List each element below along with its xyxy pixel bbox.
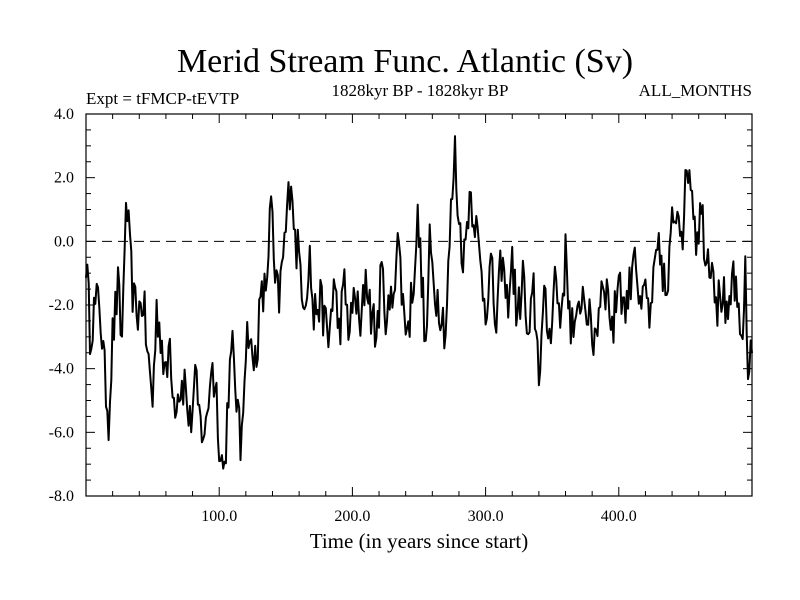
y-tick-label: -8.0	[49, 488, 74, 505]
y-tick-label: 2.0	[54, 170, 74, 187]
plot-frame	[85, 113, 753, 497]
y-tick-label: -6.0	[49, 424, 74, 441]
experiment-label: Expt = tFMCP-tEVTP	[86, 89, 239, 108]
x-tick-label: 200.0	[334, 508, 370, 525]
period-label: 1828kyr BP - 1828kyr BP	[332, 81, 509, 100]
y-tick-label: 4.0	[54, 106, 74, 123]
x-tick-label: 300.0	[468, 508, 504, 525]
x-axis-label: Time (in years since start)	[310, 529, 529, 553]
months-label: ALL_MONTHS	[639, 81, 752, 100]
y-tick-label: -2.0	[49, 297, 74, 314]
x-axis: 100.0 200.0 300.0 400.0	[85, 114, 753, 525]
series-line	[85, 135, 753, 470]
x-tick-label: 100.0	[201, 508, 237, 525]
y-axis: -8.0 -6.0 -4.0 -2.0 0.0 2.0 4.0	[49, 106, 752, 505]
y-tick-label: 0.0	[54, 233, 74, 250]
chart-title: Merid Stream Func. Atlantic (Sv)	[177, 43, 633, 80]
y-tick-label: -4.0	[49, 361, 74, 378]
x-tick-label: 400.0	[601, 508, 637, 525]
